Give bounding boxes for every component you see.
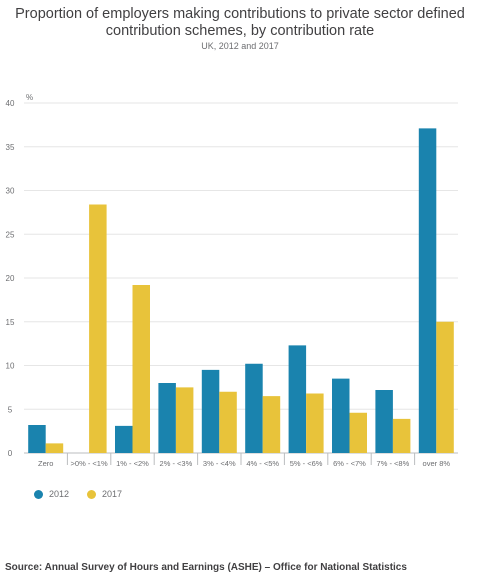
bar[interactable] xyxy=(45,443,64,453)
bar[interactable] xyxy=(219,391,237,453)
y-tick-label: 0 xyxy=(8,449,13,458)
legend-item-2012[interactable]: 2012 xyxy=(34,489,69,499)
x-tick-label: 5% - <6% xyxy=(290,459,323,468)
bar[interactable] xyxy=(245,363,263,453)
bar[interactable] xyxy=(28,425,46,453)
bar[interactable] xyxy=(349,412,368,453)
y-axis-unit: % xyxy=(26,93,33,102)
y-tick-label: 25 xyxy=(6,230,15,239)
y-tick-label: 10 xyxy=(6,362,15,371)
x-tick-label: 4% - <5% xyxy=(246,459,279,468)
y-tick-label: 35 xyxy=(6,143,15,152)
bar[interactable] xyxy=(132,285,151,453)
x-tick-label: over 8% xyxy=(423,459,451,468)
y-tick-label: 30 xyxy=(6,187,15,196)
bar[interactable] xyxy=(332,378,350,453)
x-tick-label: 2% - <3% xyxy=(160,459,193,468)
bar[interactable] xyxy=(418,128,437,453)
bar[interactable] xyxy=(375,390,393,453)
bar[interactable] xyxy=(262,396,281,453)
y-tick-label: 20 xyxy=(6,274,15,283)
legend-label-2017: 2017 xyxy=(102,489,123,499)
chart-subtitle: UK, 2012 and 2017 xyxy=(201,41,279,51)
bar[interactable] xyxy=(436,321,454,453)
legend: 2012 2017 xyxy=(34,489,122,499)
bar[interactable] xyxy=(306,393,324,454)
y-tick-label: 5 xyxy=(8,405,13,414)
x-tick-label: 6% - <7% xyxy=(333,459,366,468)
x-tick-label: 3% - <4% xyxy=(203,459,236,468)
chart-title: Proportion of employers making contribut… xyxy=(15,6,465,39)
x-tick-label: >0% - <1% xyxy=(71,459,108,468)
x-tick-label: Zero xyxy=(38,459,53,468)
bar[interactable] xyxy=(158,383,176,453)
legend-swatch-2012 xyxy=(34,489,43,499)
x-tick-label: 7% - <8% xyxy=(377,459,410,468)
legend-label-2012: 2012 xyxy=(49,489,70,499)
x-tick-label: 1% - <2% xyxy=(116,459,149,468)
bar[interactable] xyxy=(288,345,307,453)
bar[interactable] xyxy=(175,387,194,453)
legend-item-2017[interactable]: 2017 xyxy=(87,489,122,499)
legend-swatch-2017 xyxy=(87,489,97,499)
bar[interactable] xyxy=(115,425,133,453)
bar[interactable] xyxy=(89,204,107,454)
source-note: Source: Annual Survey of Hours and Earni… xyxy=(5,562,407,573)
y-tick-label: 15 xyxy=(6,318,15,327)
bar[interactable] xyxy=(392,418,411,453)
bar[interactable] xyxy=(201,369,220,453)
y-tick-label: 40 xyxy=(6,99,15,108)
